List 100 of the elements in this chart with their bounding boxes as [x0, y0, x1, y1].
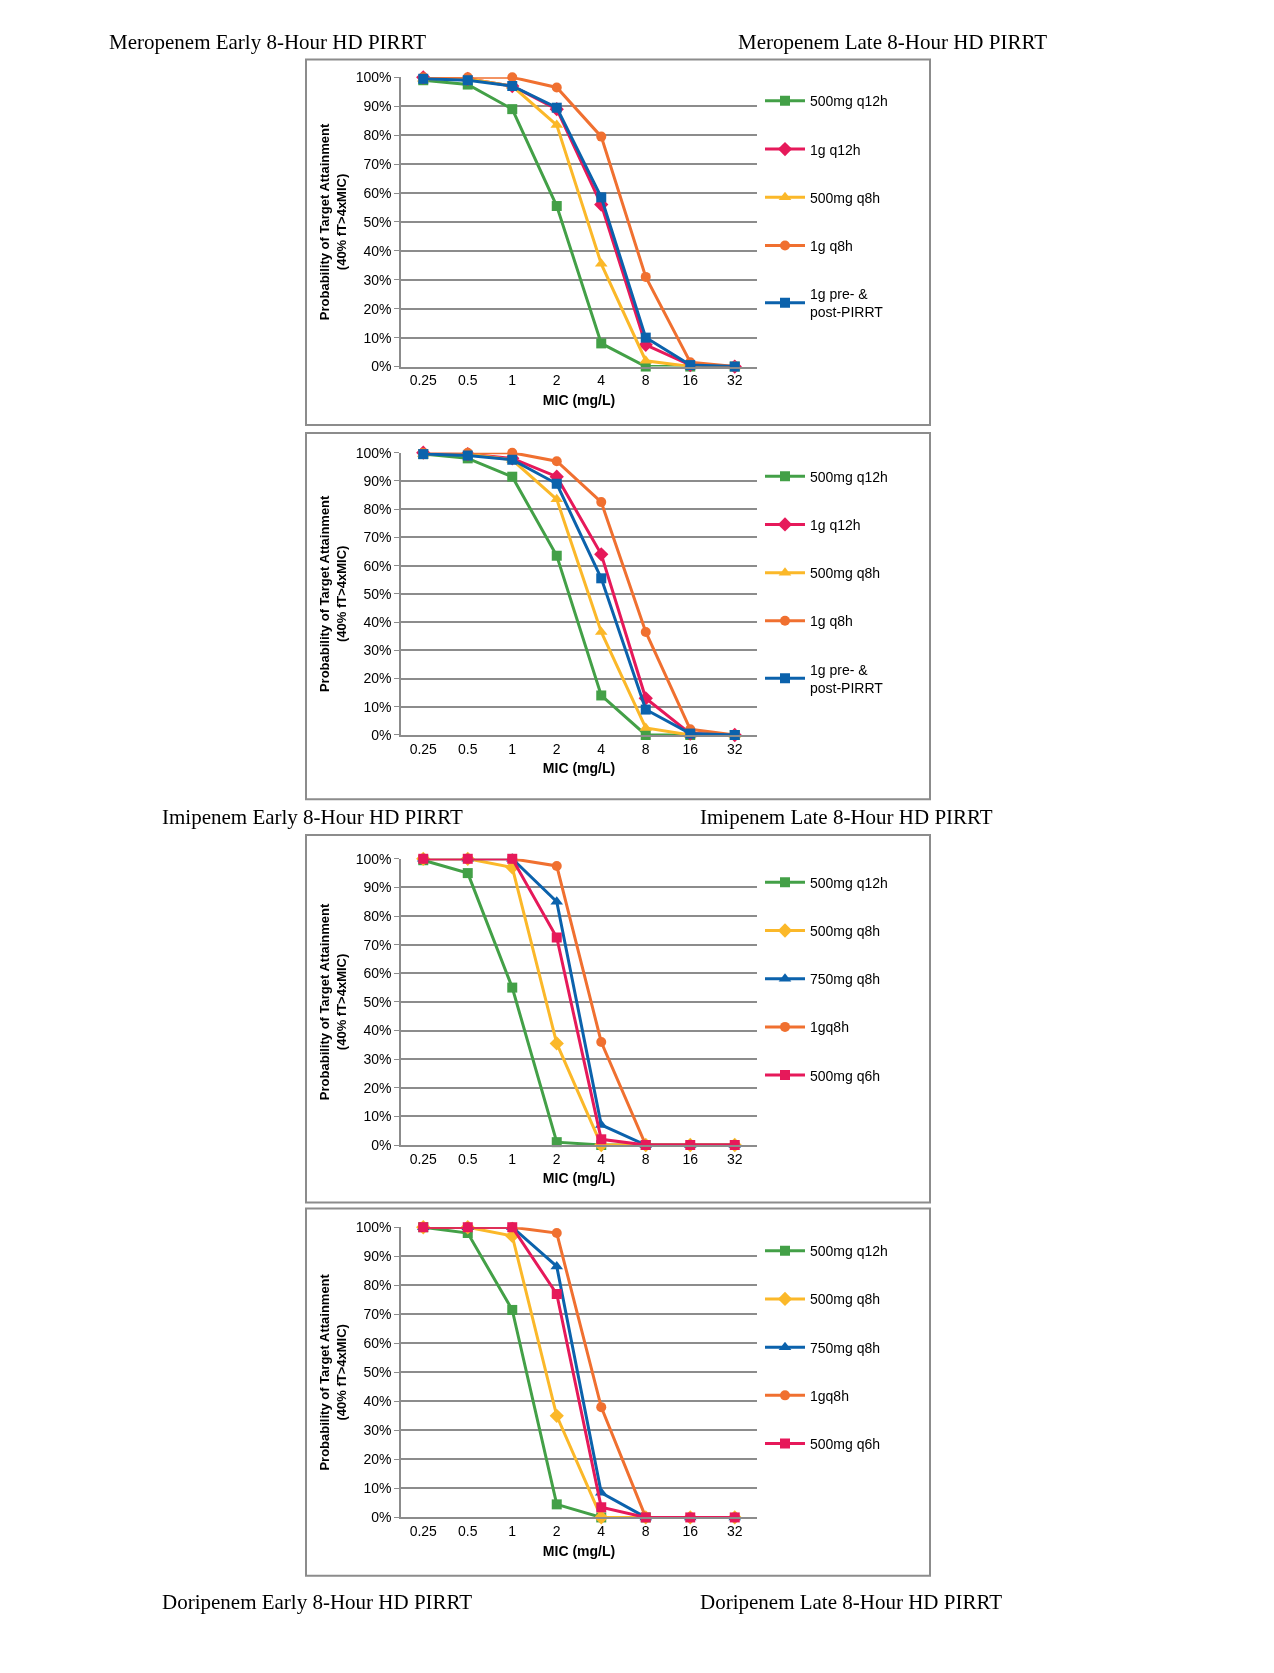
y-tick-label: 20% — [363, 670, 392, 687]
x-tick-label: 8 — [641, 1150, 650, 1167]
y-axis-title: Probability of Target Attainment (40% fT>4xMIC) — [317, 903, 350, 1101]
y-tick-label: 30% — [363, 1422, 392, 1439]
text: Doripenem Early 8-Hour HD PIRRT — [162, 1590, 473, 1614]
x-tick-label: 4 — [597, 1522, 606, 1539]
y-tick-label: 0% — [371, 1509, 392, 1526]
y-tick-label: 60% — [363, 184, 392, 201]
y-tick-label: 50% — [363, 1364, 392, 1381]
x-tick-label: 0.5 — [458, 1150, 478, 1167]
y-tick-label: 90% — [363, 472, 392, 489]
x-tick-label: 1 — [508, 740, 517, 757]
y-tick-label: 90% — [363, 98, 392, 115]
x-tick-label: 32 — [726, 740, 743, 757]
y-tick-label: 80% — [363, 907, 392, 924]
x-tick-label: 0.25 — [409, 740, 438, 757]
y-tick-label: 70% — [363, 155, 392, 172]
y-tick-label: 100% — [355, 69, 392, 86]
x-tick-label: 32 — [726, 372, 743, 389]
y-tick-label: 30% — [363, 642, 392, 659]
x-tick-label: 16 — [682, 372, 699, 389]
y-tick-label: 70% — [363, 936, 392, 953]
x-tick-label: 4 — [597, 372, 606, 389]
legend-label: 500mg q8h — [810, 189, 881, 206]
y-tick-label: 50% — [363, 993, 392, 1010]
legend-label: 1g pre- & post-PIRRT — [810, 661, 884, 696]
y-tick-label: 90% — [363, 1248, 392, 1265]
y-tick-label: 60% — [363, 965, 392, 982]
y-tick-label: 10% — [363, 1480, 392, 1497]
y-tick-label: 80% — [363, 1277, 392, 1294]
x-tick-label: 16 — [682, 740, 699, 757]
y-tick-label: 40% — [363, 1022, 392, 1039]
legend-label: 500mg q8h — [810, 922, 881, 939]
x-axis-title: MIC (mg/L) — [542, 391, 616, 408]
x-tick-label: 8 — [641, 1522, 650, 1539]
y-axis-title: Probability of Target Attainment (40% fT>4xMIC) — [317, 123, 350, 321]
y-tick-label: 60% — [363, 1335, 392, 1352]
y-tick-label: 10% — [363, 329, 392, 346]
x-axis-title: MIC (mg/L) — [542, 760, 616, 777]
text: Imipenem Early 8-Hour HD PIRRT — [162, 805, 464, 829]
text: Imipenem Late 8-Hour HD PIRRT — [700, 805, 993, 829]
legend-label: 500mg q12h — [810, 468, 888, 485]
x-tick-label: 16 — [682, 1150, 699, 1167]
legend-label: 1gq8h — [810, 1387, 849, 1404]
legend-label: 1gq8h — [810, 1019, 849, 1036]
legend-label: 500mg q12h — [810, 874, 888, 891]
legend-label: 1g q8h — [810, 613, 853, 630]
y-tick-label: 100% — [355, 444, 392, 461]
y-tick-label: 0% — [371, 1136, 392, 1153]
legend-label: 500mg q6h — [810, 1436, 881, 1453]
y-tick-label: 0% — [371, 358, 392, 375]
x-tick-label: 16 — [682, 1522, 699, 1539]
text: Meropenem Late 8-Hour HD PIRRT — [738, 30, 1048, 54]
y-tick-label: 20% — [363, 1079, 392, 1096]
y-tick-label: 40% — [363, 1393, 392, 1410]
x-tick-label: 32 — [726, 1150, 743, 1167]
y-tick-label: 10% — [363, 1108, 392, 1125]
y-tick-label: 60% — [363, 557, 392, 574]
x-tick-label: 4 — [597, 740, 606, 757]
legend-label: 1g q12h — [810, 516, 861, 533]
y-tick-label: 100% — [355, 1219, 392, 1236]
y-tick-label: 30% — [363, 1051, 392, 1068]
y-tick-label: 100% — [355, 850, 392, 867]
x-tick-label: 0.25 — [409, 1522, 438, 1539]
y-tick-label: 80% — [363, 501, 392, 518]
legend-label: 500mg q6h — [810, 1067, 881, 1084]
x-tick-label: 2 — [552, 372, 561, 389]
legend-label: 1g pre- & post-PIRRT — [810, 286, 884, 321]
x-tick-label: 0.25 — [409, 1150, 438, 1167]
y-axis-title: Probability of Target Attainment (40% fT>4xMIC) — [317, 1273, 350, 1471]
x-tick-label: 0.25 — [409, 372, 438, 389]
x-tick-label: 0.5 — [458, 1522, 478, 1539]
y-tick-label: 50% — [363, 585, 392, 602]
x-axis-title: MIC (mg/L) — [542, 1170, 616, 1187]
x-tick-label: 1 — [508, 372, 517, 389]
legend-label: 750mg q8h — [810, 971, 881, 988]
x-tick-label: 8 — [641, 740, 650, 757]
y-tick-label: 40% — [363, 242, 392, 259]
x-axis-title: MIC (mg/L) — [542, 1542, 616, 1559]
legend-label: 500mg q12h — [810, 1243, 888, 1260]
x-tick-label: 2 — [552, 1150, 561, 1167]
y-tick-label: 90% — [363, 879, 392, 896]
x-tick-label: 1 — [508, 1150, 517, 1167]
y-tick-label: 30% — [363, 271, 392, 288]
y-tick-label: 0% — [371, 726, 392, 743]
x-tick-label: 1 — [508, 1522, 517, 1539]
legend-label: 500mg q8h — [810, 1291, 881, 1308]
y-tick-label: 10% — [363, 698, 392, 715]
y-tick-label: 20% — [363, 1451, 392, 1468]
text: Doripenem Late 8-Hour HD PIRRT — [700, 1590, 1003, 1614]
y-tick-label: 50% — [363, 213, 392, 230]
x-tick-label: 0.5 — [458, 740, 478, 757]
legend-label: 750mg q8h — [810, 1339, 881, 1356]
y-tick-label: 80% — [363, 127, 392, 144]
x-tick-label: 4 — [597, 1150, 606, 1167]
x-tick-label: 2 — [552, 1522, 561, 1539]
y-tick-label: 20% — [363, 300, 392, 317]
y-axis-title: Probability of Target Attainment (40% fT>4xMIC) — [317, 494, 350, 693]
y-tick-label: 70% — [363, 529, 392, 546]
legend-label: 1g q12h — [810, 141, 861, 158]
